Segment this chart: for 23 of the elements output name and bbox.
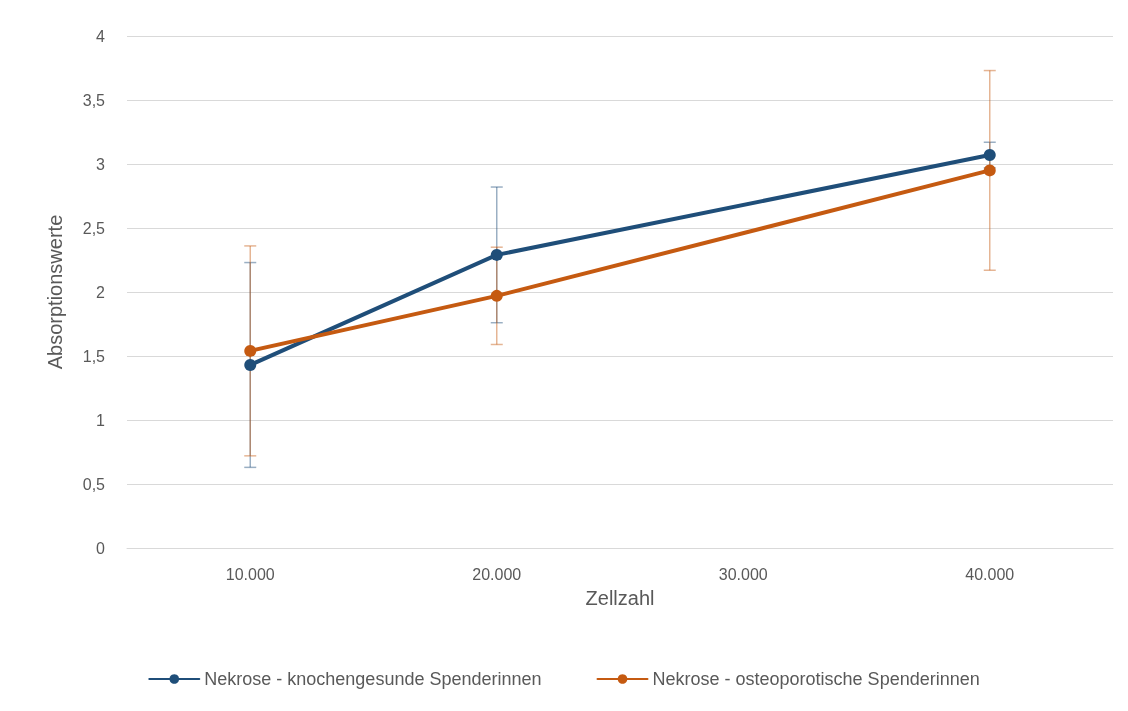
point — [244, 344, 257, 357]
point — [983, 164, 996, 177]
legend-label: Nekrose - knochengesunde Spenderinnen — [204, 669, 542, 689]
x-tick-label: 20.000 — [472, 565, 522, 583]
y-tick-label: 0 — [96, 539, 106, 557]
y-tick-label: 2,5 — [82, 219, 106, 237]
point — [490, 248, 503, 261]
point — [983, 149, 996, 162]
y-tick-label: 0,5 — [82, 475, 106, 493]
x-tick-label: 30.000 — [718, 565, 768, 583]
x-tick-label: 10.000 — [225, 565, 275, 583]
y-tick-label: 3,5 — [82, 91, 106, 109]
y-axis-title: Absorptionswerte — [44, 214, 66, 370]
y-tick-label: 1 — [96, 411, 106, 429]
y-tick-label: 2 — [96, 283, 106, 301]
legend-label: Nekrose - osteoporotische Spenderinnen — [652, 669, 980, 689]
y-tick-label: 4 — [96, 27, 106, 45]
x-axis-title: Zellzahl — [585, 587, 655, 609]
x-tick-label: 40.000 — [965, 565, 1015, 583]
point — [244, 358, 257, 371]
y-tick-label: 1,5 — [82, 347, 106, 365]
y-tick-label: 3 — [96, 155, 106, 173]
point — [490, 289, 503, 302]
